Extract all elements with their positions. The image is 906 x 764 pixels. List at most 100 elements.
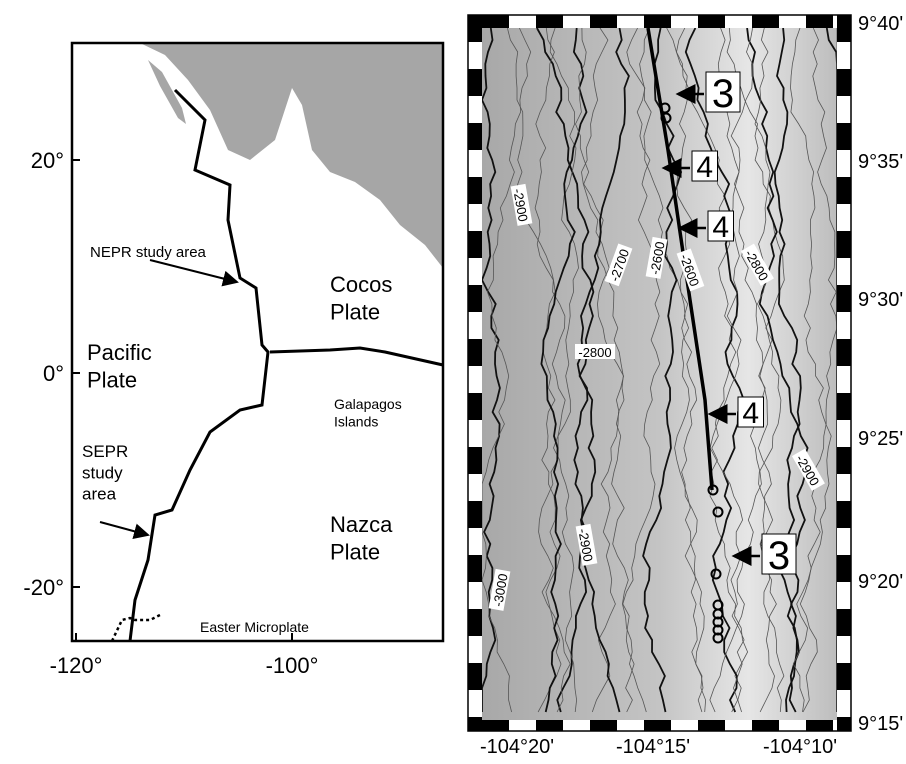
border: [644, 15, 671, 28]
microplate: [112, 615, 160, 641]
y-tick-label: 9°20': [858, 571, 903, 593]
border: [468, 501, 482, 528]
x-tick-label: -104°20': [480, 736, 554, 758]
border: [752, 15, 779, 28]
border: [468, 582, 482, 609]
border: [671, 720, 698, 731]
border: [468, 663, 482, 690]
border: [509, 720, 536, 731]
border: [837, 636, 851, 663]
marker-label: 4: [712, 211, 729, 244]
border: [468, 393, 482, 420]
right-map: [482, 28, 837, 720]
map-label: Cocos: [330, 272, 392, 297]
map-label: Pacific: [87, 340, 152, 365]
border: [806, 720, 833, 731]
border: [468, 258, 482, 285]
border: [468, 447, 482, 474]
border: [468, 528, 482, 555]
border: [725, 15, 752, 28]
contour-label: -2800: [575, 344, 615, 360]
border: [617, 15, 644, 28]
y-tick-label: 9°15': [858, 713, 903, 735]
border: [837, 231, 851, 258]
border: [806, 15, 833, 28]
border: [468, 69, 482, 96]
border: [468, 690, 482, 717]
border: [837, 447, 851, 474]
border: [837, 555, 851, 582]
border: [837, 366, 851, 393]
border: [468, 474, 482, 501]
border: [837, 204, 851, 231]
border: [837, 258, 851, 285]
map-label: Galapagos: [334, 396, 402, 412]
border: [468, 15, 482, 42]
border: [644, 720, 671, 731]
figure: 20°0°-20°-120°-100°NEPR study areaCocosP…: [0, 0, 906, 759]
marker-label: 4: [742, 397, 759, 430]
border: [536, 720, 563, 731]
map-label: Plate: [330, 540, 380, 565]
ridge: [130, 90, 268, 641]
map-label: Easter Microplate: [200, 619, 309, 635]
y-tick-label: -20°: [23, 575, 64, 600]
border: [837, 690, 851, 717]
border: [725, 720, 752, 731]
border: [536, 15, 563, 28]
border: [837, 42, 851, 69]
border: [468, 717, 482, 731]
border: [837, 339, 851, 366]
border: [468, 420, 482, 447]
border: [509, 15, 536, 28]
border: [779, 15, 806, 28]
border: [468, 204, 482, 231]
border: [837, 177, 851, 204]
x-tick-label: -104°10': [763, 736, 837, 758]
arrow: [100, 522, 148, 535]
border: [468, 150, 482, 177]
y-tick-label: 9°40': [858, 13, 903, 35]
map-label: Islands: [334, 414, 378, 430]
marker-label: 3: [768, 534, 790, 578]
border: [837, 501, 851, 528]
border: [482, 15, 509, 28]
border: [482, 720, 509, 731]
y-tick-label: 9°25': [858, 428, 903, 450]
border: [837, 609, 851, 636]
arrow: [150, 260, 237, 282]
map-label: Nazca: [330, 512, 393, 537]
border: [779, 720, 806, 731]
border: [698, 720, 725, 731]
y-tick-label: 20°: [31, 148, 64, 173]
border: [468, 339, 482, 366]
border: [468, 231, 482, 258]
border: [563, 15, 590, 28]
relief: [482, 28, 837, 720]
map-label: Plate: [87, 368, 137, 393]
map-label: NEPR study area: [90, 244, 207, 261]
border: [468, 366, 482, 393]
map-label: SEPR: [82, 442, 128, 461]
border: [837, 123, 851, 150]
border: [468, 96, 482, 123]
y-tick-label: 9°35': [858, 151, 903, 173]
border: [833, 15, 837, 28]
border: [590, 720, 617, 731]
border: [837, 69, 851, 96]
border: [468, 123, 482, 150]
border: [837, 393, 851, 420]
map-label: area: [82, 485, 117, 504]
border: [617, 720, 644, 731]
marker-label: 4: [696, 151, 713, 184]
border: [837, 420, 851, 447]
border: [837, 717, 851, 731]
map-label: Plate: [330, 300, 380, 325]
x-tick-label: -100°: [266, 653, 319, 678]
border: [837, 312, 851, 339]
marker-label: 3: [712, 72, 734, 116]
border: [837, 96, 851, 123]
border: [563, 720, 590, 731]
border: [468, 42, 482, 69]
border: [837, 663, 851, 690]
